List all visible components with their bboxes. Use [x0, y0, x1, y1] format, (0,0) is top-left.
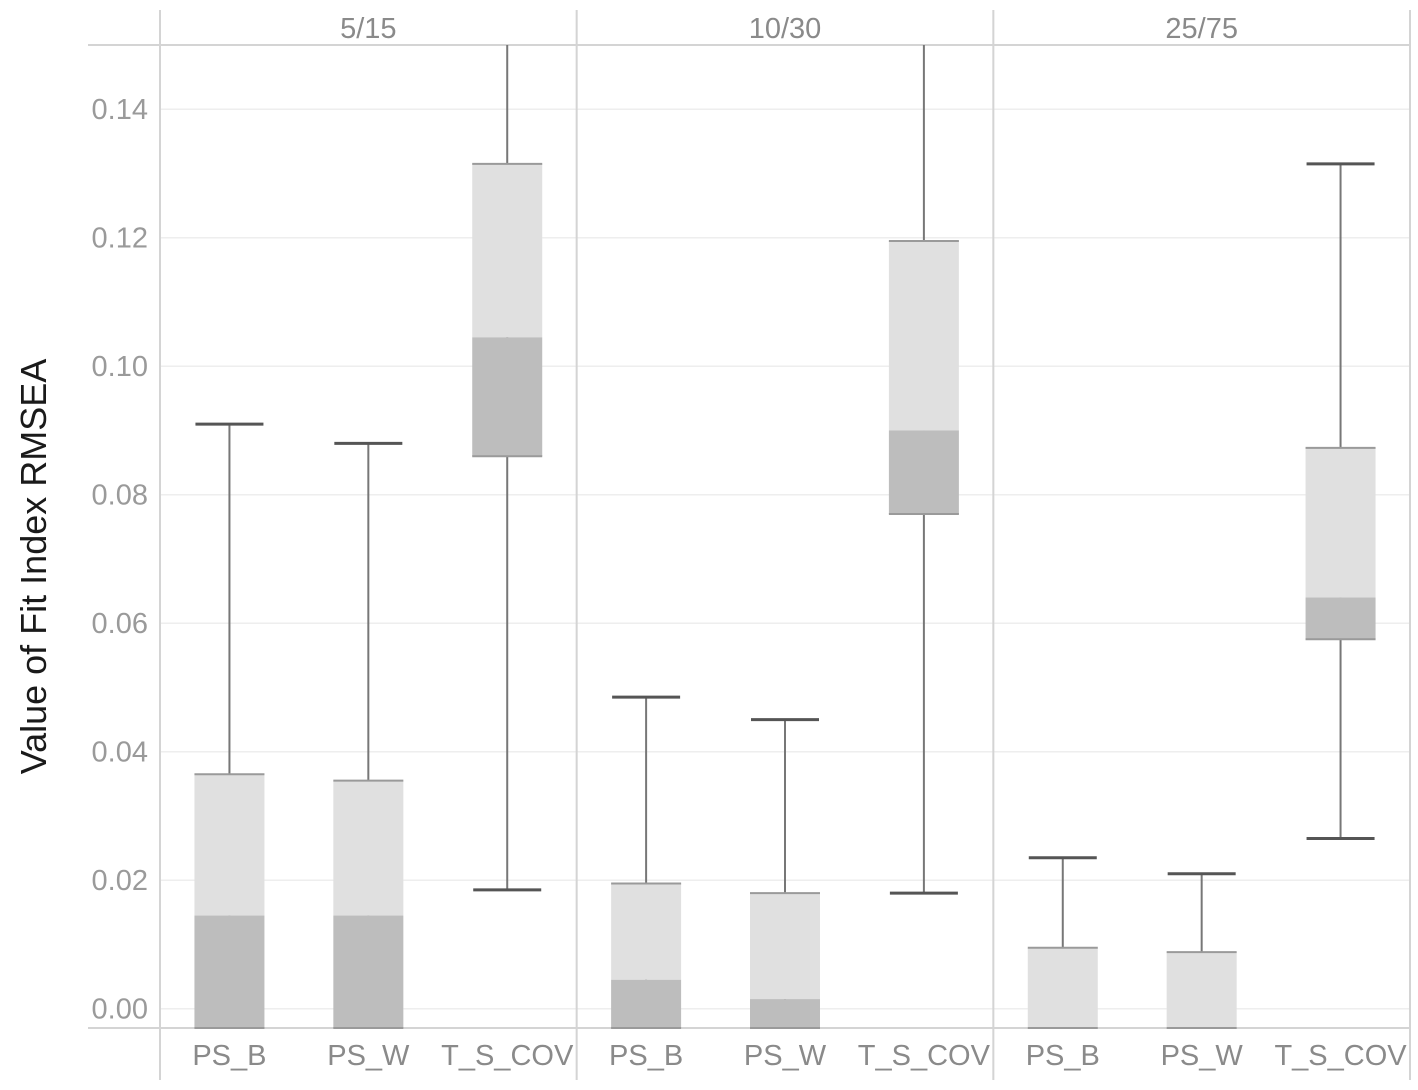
- panel-header-label: 25/75: [1165, 13, 1238, 45]
- box-lower: [888, 430, 959, 515]
- box-ps-w: [333, 441, 404, 1029]
- y-tick-label: 0.00: [92, 994, 148, 1026]
- box-lower: [333, 915, 404, 1028]
- box-t-s-cov: [888, 45, 959, 895]
- box-lower: [611, 979, 682, 1028]
- x-category-label: PS_W: [1161, 1040, 1244, 1072]
- x-category-label: T_S_COV: [858, 1040, 991, 1072]
- x-category-label: PS_W: [327, 1040, 410, 1072]
- x-category-label: T_S_COV: [1274, 1040, 1407, 1072]
- box-ps-b: [1027, 856, 1098, 1029]
- box-ps-b: [611, 695, 682, 1029]
- x-category-label: PS_B: [192, 1040, 266, 1072]
- box-lower: [472, 337, 543, 457]
- box-t-s-cov: [472, 45, 543, 892]
- box-upper: [333, 780, 404, 916]
- box-ps-b: [194, 422, 265, 1029]
- y-tick-label: 0.04: [92, 737, 148, 769]
- panel-header-label: 5/15: [340, 13, 396, 45]
- y-axis-title: Value of Fit Index RMSEA: [13, 359, 54, 775]
- box-lower: [194, 915, 265, 1028]
- panel-frames: [88, 10, 1411, 1080]
- box-upper: [194, 774, 265, 916]
- box-lower: [1305, 597, 1376, 640]
- x-category-label: PS_B: [609, 1040, 683, 1072]
- box-upper: [750, 893, 820, 1000]
- labels: 0.00 0.02 0.04 0.06 0.08 0.10 0.12 0.14 5/15 PS_B…: [92, 13, 1408, 1072]
- box-upper: [611, 883, 682, 980]
- box-upper: [888, 240, 959, 431]
- y-tick-label: 0.10: [92, 351, 148, 383]
- y-tick-label: 0.02: [92, 865, 148, 897]
- box-lower: [750, 999, 820, 1028]
- box-upper: [1166, 952, 1237, 1028]
- x-category-label: PS_W: [744, 1040, 827, 1072]
- box-ps-w: [1166, 872, 1237, 1029]
- box-series: [194, 45, 1376, 1029]
- box-upper: [1305, 447, 1376, 598]
- y-tick-label: 0.14: [92, 94, 148, 126]
- box-upper: [1027, 947, 1098, 1028]
- x-category-label: PS_B: [1026, 1040, 1100, 1072]
- box-upper: [472, 163, 543, 338]
- y-tick-label: 0.12: [92, 223, 148, 255]
- box-ps-w: [750, 718, 820, 1029]
- y-tick-label: 0.06: [92, 608, 148, 640]
- y-tick-label: 0.08: [92, 480, 148, 512]
- panel-header-label: 10/30: [749, 13, 822, 45]
- box-t-s-cov: [1305, 162, 1376, 840]
- x-category-label: T_S_COV: [441, 1040, 574, 1072]
